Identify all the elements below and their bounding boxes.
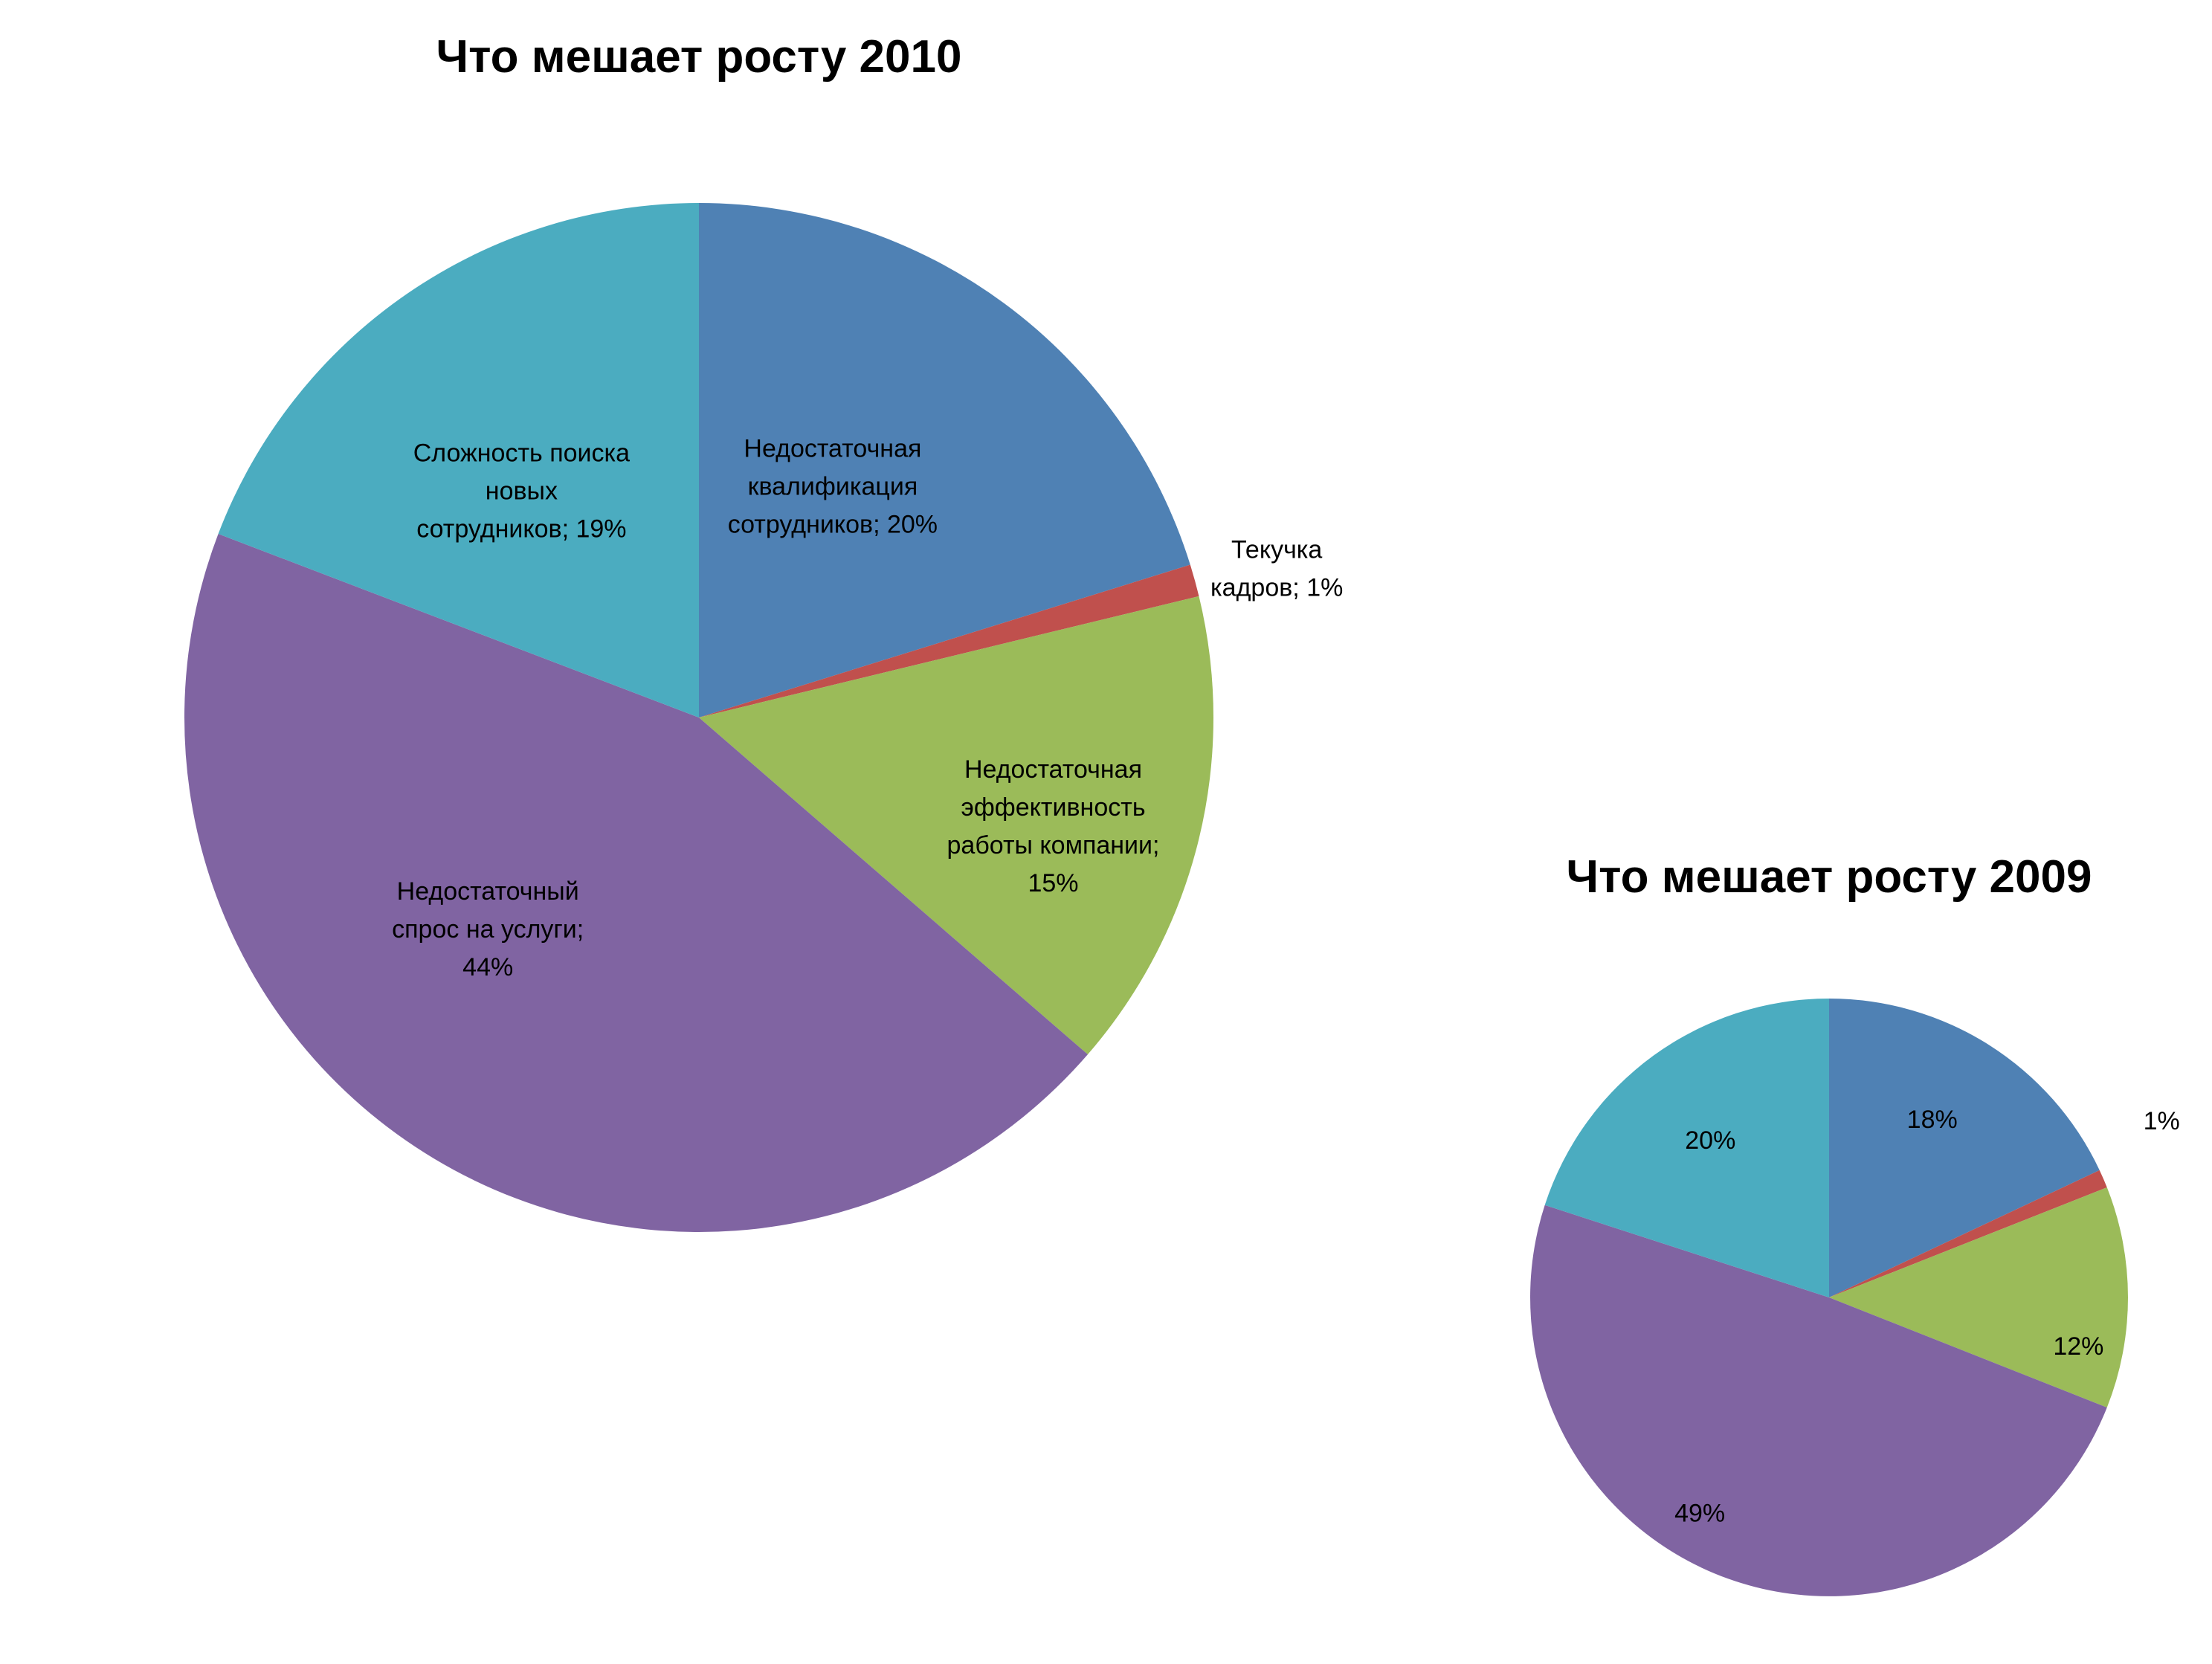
pie-2010-slice-2 xyxy=(699,596,1213,1055)
pie-2009-slice-3-label-line: 49% xyxy=(1674,1499,1725,1527)
pie-2010-slice-4-label-line: сотрудников; 19% xyxy=(416,515,626,544)
pie-2009-slice-0-label: 18% xyxy=(1907,1106,1958,1134)
pie-2010-slice-0-label-line: сотрудников; 20% xyxy=(728,510,938,538)
pie-2010-slice-2-label-line: работы компании; xyxy=(947,831,1160,860)
pie-2009-slice-3-label: 49% xyxy=(1674,1499,1725,1527)
pie-2009-slice-0 xyxy=(1829,999,2100,1297)
pie-2010-slice-3-label-line: 44% xyxy=(462,953,513,981)
pie-2010-slice-0-label-line: квалификация xyxy=(748,472,918,500)
pie-2010-slice-3-label-line: спрос на услуги; xyxy=(392,915,584,944)
pie-2010-slice-4-label: Сложность поиска новых сотрудников; 19% xyxy=(413,439,630,544)
pie-2010-slice-2-label-line: Недостаточная xyxy=(964,755,1142,784)
pie-2010-slice-4 xyxy=(218,203,699,717)
pie-2010-slice-2-label: Недостаточная эффективность работы компани… xyxy=(947,755,1160,897)
pie-2010-slice-1-label-line: кадров; 1% xyxy=(1210,574,1343,602)
chart-title-2009: Что мешает росту 2009 xyxy=(1567,851,2092,903)
pie-2010-slice-4-label-line: Сложность поиска xyxy=(413,439,630,468)
pie-chart-2010: Что мешает росту 2010 Недостаточная квали… xyxy=(184,31,1343,1232)
pie-2010-slice-3-label: Недостаточный спрос на услуги; 44% xyxy=(392,877,584,981)
pie-2010-slice-1-label-line: Текучка xyxy=(1231,536,1322,564)
pie-2009-slice-4 xyxy=(1544,999,1829,1297)
pie-2009-slice-3 xyxy=(1530,1205,2107,1596)
pie-2010-slice-0-label-line: Недостаточная xyxy=(744,434,921,462)
pie-2010-slice-1-label: Текучка кадров; 1% xyxy=(1210,536,1343,602)
pie-2010-slice-2-label-line: 15% xyxy=(1028,869,1078,897)
pie-2009-slice-1-label: 1% xyxy=(2144,1107,2180,1135)
pie-2010-slice-1 xyxy=(699,564,1199,717)
pie-2009-slice-4-label: 20% xyxy=(1685,1126,1735,1155)
pie-2010-slice-2-label-line: эффективность xyxy=(961,793,1145,822)
pie-2009-slice-1-label-line: 1% xyxy=(2144,1107,2180,1135)
pie-2010-slices xyxy=(184,203,1213,1232)
pie-2010-slice-3-label-line: Недостаточный xyxy=(397,877,579,906)
pie-2009-slice-2 xyxy=(1829,1187,2129,1407)
pie-2010-slice-0-label: Недостаточная квалификация сотрудников; 20… xyxy=(728,434,938,538)
pie-2009-slices xyxy=(1530,999,2129,1596)
pie-2009-slice-4-label-line: 20% xyxy=(1685,1126,1735,1155)
pie-2009-labels: 18% 1% 12% 49% 20% xyxy=(1674,1106,2180,1528)
pie-2009-slice-0-label-line: 18% xyxy=(1907,1106,1958,1134)
pie-2009-slice-2-label-line: 12% xyxy=(2053,1332,2103,1361)
chart-title-2010: Что мешает росту 2010 xyxy=(436,31,962,83)
pie-chart-2009: Что мешает росту 2009 18% 1% 12% 49% 20% xyxy=(1530,851,2180,1596)
pie-2010-slice-3 xyxy=(184,534,1088,1232)
pie-2009-slice-2-label: 12% xyxy=(2053,1332,2103,1361)
pie-2010-slice-4-label-line: новых xyxy=(486,477,558,506)
pie-2009-slice-1 xyxy=(1829,1170,2107,1297)
pie-2010-labels: Недостаточная квалификация сотрудников; 20… xyxy=(392,434,1343,981)
pie-2010-slice-0 xyxy=(699,203,1190,717)
